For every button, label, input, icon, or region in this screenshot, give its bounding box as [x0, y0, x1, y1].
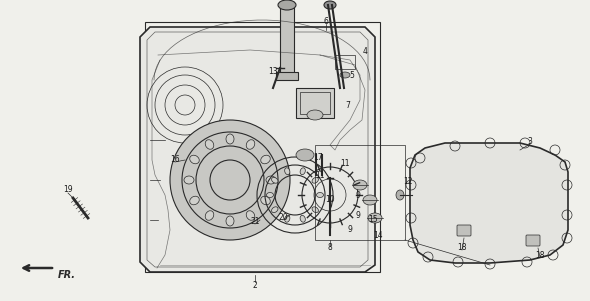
- Polygon shape: [140, 27, 375, 272]
- Bar: [296, 88, 334, 118]
- Text: 12: 12: [403, 178, 413, 187]
- Text: 11: 11: [315, 170, 324, 179]
- Ellipse shape: [312, 207, 319, 213]
- Bar: [335, 55, 355, 69]
- Text: 21: 21: [250, 218, 260, 226]
- Text: 7: 7: [346, 101, 350, 110]
- Text: 19: 19: [63, 185, 73, 194]
- Text: 5: 5: [349, 70, 355, 79]
- Ellipse shape: [296, 149, 314, 161]
- Ellipse shape: [278, 0, 296, 10]
- Bar: [276, 72, 298, 80]
- Ellipse shape: [266, 176, 276, 184]
- Text: 9: 9: [356, 191, 360, 200]
- Text: 20: 20: [278, 213, 288, 222]
- Bar: [300, 92, 330, 114]
- Ellipse shape: [246, 211, 255, 220]
- FancyBboxPatch shape: [526, 235, 540, 246]
- Ellipse shape: [324, 1, 336, 9]
- Text: 9: 9: [348, 225, 352, 234]
- Ellipse shape: [284, 168, 290, 175]
- Text: FR.: FR.: [58, 270, 76, 280]
- Ellipse shape: [246, 140, 255, 149]
- Text: 3: 3: [527, 138, 532, 147]
- Ellipse shape: [271, 207, 278, 213]
- Ellipse shape: [261, 155, 270, 164]
- Ellipse shape: [316, 193, 323, 197]
- Ellipse shape: [267, 193, 274, 197]
- Ellipse shape: [226, 216, 234, 226]
- Ellipse shape: [190, 155, 199, 164]
- Ellipse shape: [226, 134, 234, 144]
- Text: 18: 18: [535, 250, 545, 259]
- Text: 14: 14: [373, 231, 383, 240]
- Text: 11: 11: [340, 159, 350, 167]
- Ellipse shape: [307, 110, 323, 120]
- Polygon shape: [410, 143, 568, 263]
- Text: 8: 8: [327, 244, 332, 253]
- Text: 17: 17: [313, 154, 323, 163]
- Ellipse shape: [312, 177, 319, 183]
- Bar: [315, 145, 405, 240]
- Text: 2: 2: [253, 281, 257, 290]
- Ellipse shape: [284, 215, 290, 222]
- Ellipse shape: [396, 190, 404, 200]
- Ellipse shape: [363, 195, 377, 205]
- Ellipse shape: [300, 168, 306, 175]
- Bar: [145, 22, 380, 272]
- Ellipse shape: [190, 196, 199, 205]
- FancyBboxPatch shape: [457, 225, 471, 236]
- Ellipse shape: [205, 211, 214, 220]
- Ellipse shape: [261, 196, 270, 205]
- Text: 9: 9: [356, 210, 360, 219]
- Text: 10: 10: [325, 196, 335, 204]
- Text: 16: 16: [170, 156, 180, 165]
- Text: 15: 15: [368, 216, 378, 225]
- Bar: [280, 2, 294, 74]
- Text: 13: 13: [268, 67, 278, 76]
- Text: 18: 18: [457, 244, 467, 253]
- Circle shape: [170, 120, 290, 240]
- Ellipse shape: [353, 180, 367, 190]
- Ellipse shape: [300, 215, 306, 222]
- Ellipse shape: [205, 140, 214, 149]
- Ellipse shape: [368, 213, 382, 223]
- Ellipse shape: [340, 72, 350, 78]
- Text: 6: 6: [323, 17, 329, 26]
- Text: 4: 4: [363, 48, 368, 57]
- Ellipse shape: [184, 176, 194, 184]
- Ellipse shape: [271, 177, 278, 183]
